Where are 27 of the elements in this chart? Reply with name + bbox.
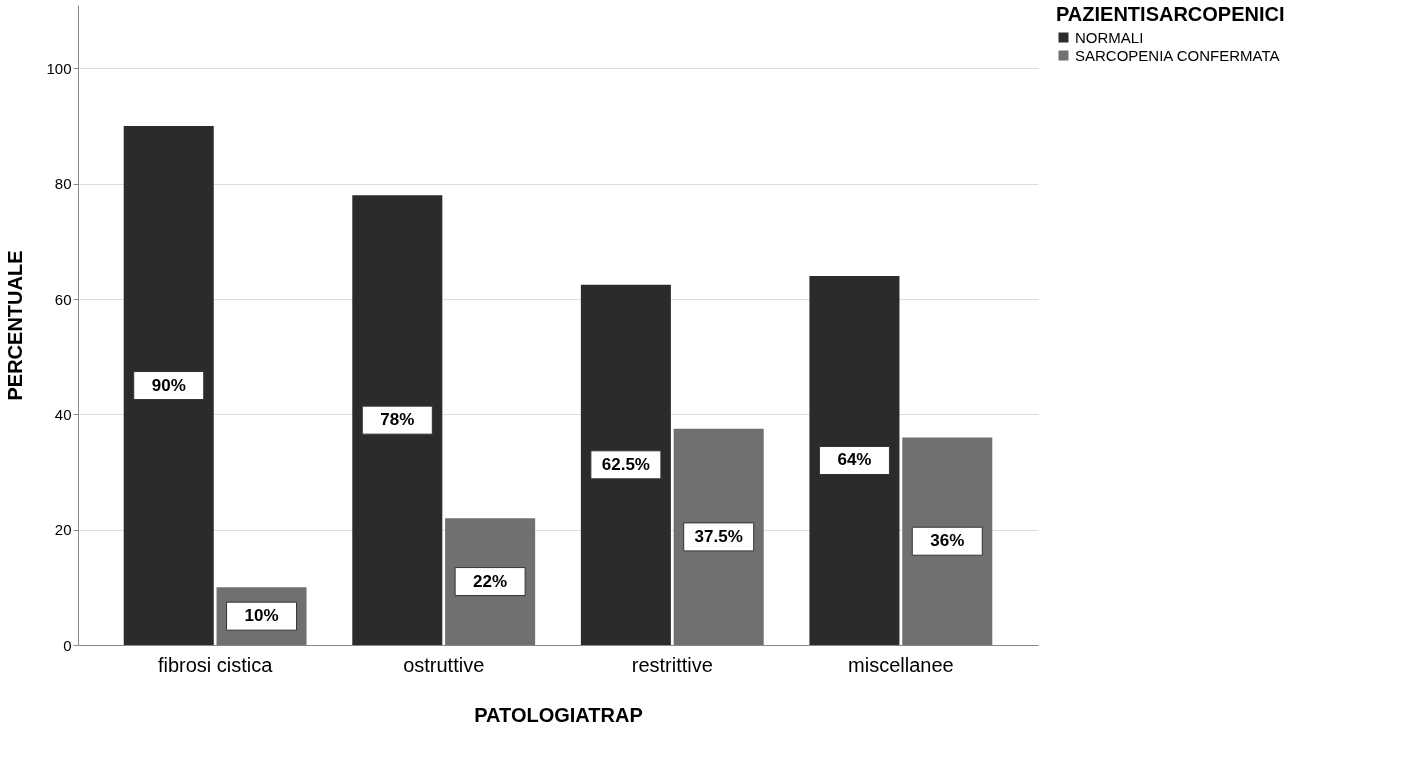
y-tick-label: 40 — [54, 405, 72, 423]
bar — [123, 126, 214, 645]
legend-label: NORMALI — [1075, 28, 1144, 46]
data-label: 10% — [244, 606, 279, 626]
y-tick-label: 60 — [54, 290, 72, 308]
legend-title: PAZIENTISARCOPENICI — [1056, 3, 1285, 25]
data-label: 36% — [930, 531, 965, 551]
x-tick-label: ostruttive — [403, 653, 485, 676]
data-label: 90% — [151, 375, 186, 395]
y-tick-label: 20 — [54, 521, 72, 539]
data-label: 22% — [473, 571, 508, 591]
y-tick-label: 80 — [54, 175, 72, 193]
x-tick-label: fibrosi cistica — [157, 653, 274, 676]
y-axis-title: PERCENTUALE — [4, 250, 27, 401]
x-axis-title: PATOLOGIATRAP — [474, 703, 643, 726]
y-tick-label: 0 — [63, 636, 72, 654]
bar — [580, 284, 671, 645]
data-label: 37.5% — [694, 526, 743, 546]
bar — [352, 195, 443, 645]
bar — [809, 275, 900, 645]
y-tick-label: 100 — [46, 59, 72, 77]
data-label: 64% — [837, 450, 872, 470]
data-label: 78% — [380, 410, 415, 430]
legend-label: SARCOPENIA CONFERMATA — [1075, 46, 1280, 64]
x-tick-label: miscellanee — [848, 653, 954, 676]
data-label: 62.5% — [601, 454, 650, 474]
x-tick-label: restrittive — [631, 653, 713, 676]
